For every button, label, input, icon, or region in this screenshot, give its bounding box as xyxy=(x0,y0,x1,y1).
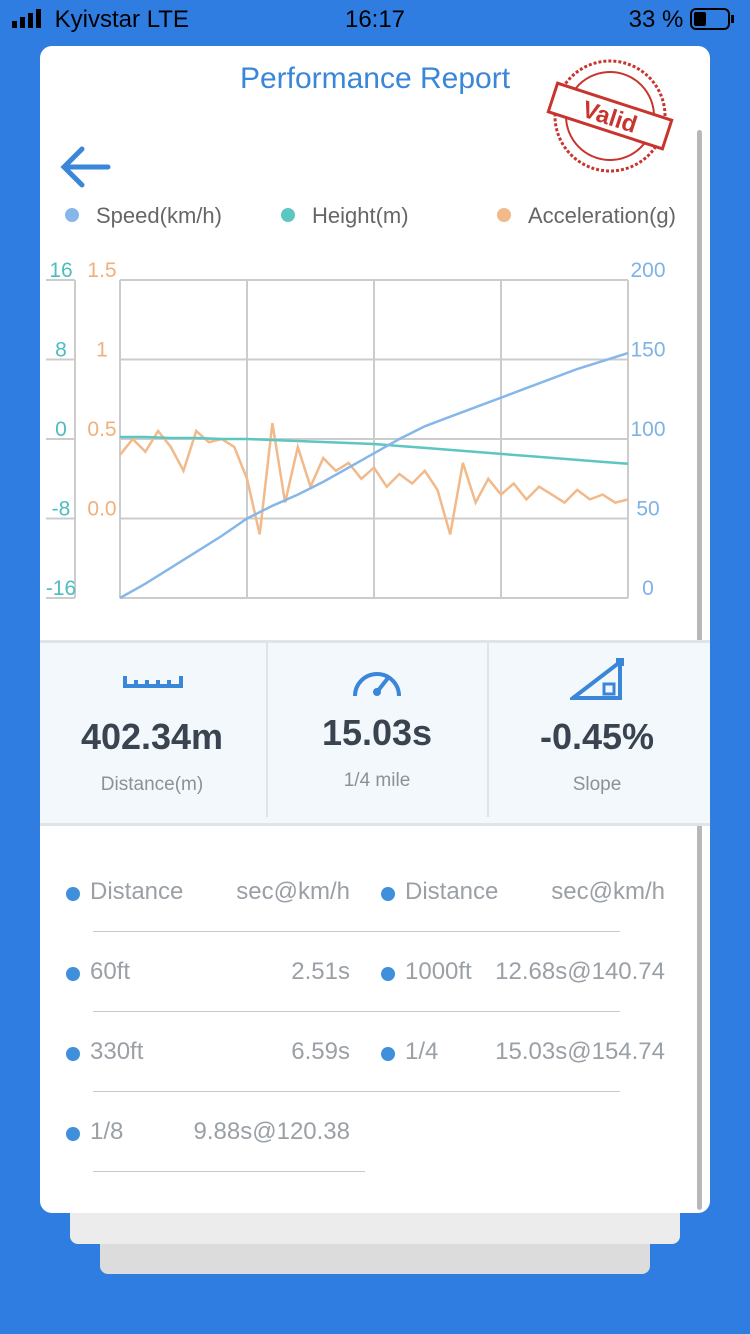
bullet xyxy=(381,967,395,981)
bullet xyxy=(381,1047,395,1061)
row-divider xyxy=(93,1171,365,1172)
stat-label: 1/4 mile xyxy=(343,770,411,791)
legend-label: Speed(km/h) xyxy=(96,203,222,228)
series-line xyxy=(120,435,629,466)
slope-icon xyxy=(570,657,624,700)
y2-tick-label: 0 xyxy=(642,577,654,600)
split-value: 9.88s@120.38 xyxy=(193,1118,350,1145)
stat-label: Distance(m) xyxy=(100,774,204,795)
legend-dot xyxy=(65,208,79,222)
legend-dot xyxy=(281,208,295,222)
stat-label: Slope xyxy=(572,774,622,795)
split-label: 60ft xyxy=(90,958,131,985)
battery-level: 33 % xyxy=(628,6,684,33)
legend-label: Height(m) xyxy=(312,203,409,228)
divider xyxy=(266,643,268,817)
battery-icon xyxy=(690,8,734,30)
battery: 33 % xyxy=(629,6,736,34)
title: Performance Report xyxy=(239,62,511,95)
bullet xyxy=(66,1047,80,1061)
status-left: Kyivstar LTE xyxy=(12,6,189,34)
bullet xyxy=(66,967,80,981)
y-tick-label: 16 xyxy=(49,259,72,282)
report-card xyxy=(40,46,710,1213)
y2-tick-label: 50 xyxy=(636,498,659,521)
split-value: 15.03s@154.74 xyxy=(495,1038,665,1065)
y3-tick-label: 1.5 xyxy=(87,259,116,282)
valid-stamp: Valid xyxy=(546,59,674,173)
split-value: sec@km/h xyxy=(236,878,350,905)
y3-tick-label: 0.5 xyxy=(87,418,116,441)
stat-value: 402.34m xyxy=(80,716,224,757)
y-tick-label: 0 xyxy=(55,418,67,441)
clock: 16:17 xyxy=(344,6,406,33)
split-label: Distance xyxy=(90,878,184,905)
split-label: 1000ft xyxy=(405,958,472,985)
y2-tick-label: 100 xyxy=(630,418,665,441)
y3-tick-label: 1 xyxy=(96,339,108,362)
stats-panel xyxy=(40,640,710,826)
row-divider xyxy=(93,1011,620,1012)
series-line xyxy=(119,351,629,600)
stat-value: 15.03s xyxy=(321,712,433,753)
split-value: 2.51s xyxy=(291,958,350,985)
bullet xyxy=(66,1127,80,1141)
y-tick-label: -8 xyxy=(52,498,71,521)
distance-icon xyxy=(123,676,183,688)
divider xyxy=(487,643,489,817)
split-label: 1/4 xyxy=(405,1038,439,1065)
timer-icon xyxy=(353,672,401,697)
legend-label: Acceleration(g) xyxy=(528,203,676,228)
bullet xyxy=(381,887,395,901)
legend-dot xyxy=(497,208,511,222)
carrier: Kyivstar LTE xyxy=(54,6,189,33)
split-label: 330ft xyxy=(90,1038,144,1065)
y2-tick-label: 200 xyxy=(630,259,665,282)
stat-value: -0.45% xyxy=(539,716,655,757)
y3-tick-label: 0.0 xyxy=(87,498,116,521)
split-value: 6.59s xyxy=(291,1038,350,1065)
split-value: sec@km/h xyxy=(551,878,665,905)
bullet xyxy=(66,887,80,901)
split-value: 12.68s@140.74 xyxy=(495,958,665,985)
row-divider xyxy=(93,1091,620,1092)
y-tick-label: -16 xyxy=(46,577,76,600)
signal xyxy=(12,9,41,28)
split-label: Distance xyxy=(405,878,499,905)
chart: Speed(km/h) Height(m) Acceleration(g)05010… xyxy=(46,203,676,600)
y-tick-label: 8 xyxy=(55,339,67,362)
y2-tick-label: 150 xyxy=(630,339,665,362)
split-label: 1/8 xyxy=(90,1118,124,1145)
row-divider xyxy=(93,931,620,932)
back-button[interactable] xyxy=(58,145,112,189)
